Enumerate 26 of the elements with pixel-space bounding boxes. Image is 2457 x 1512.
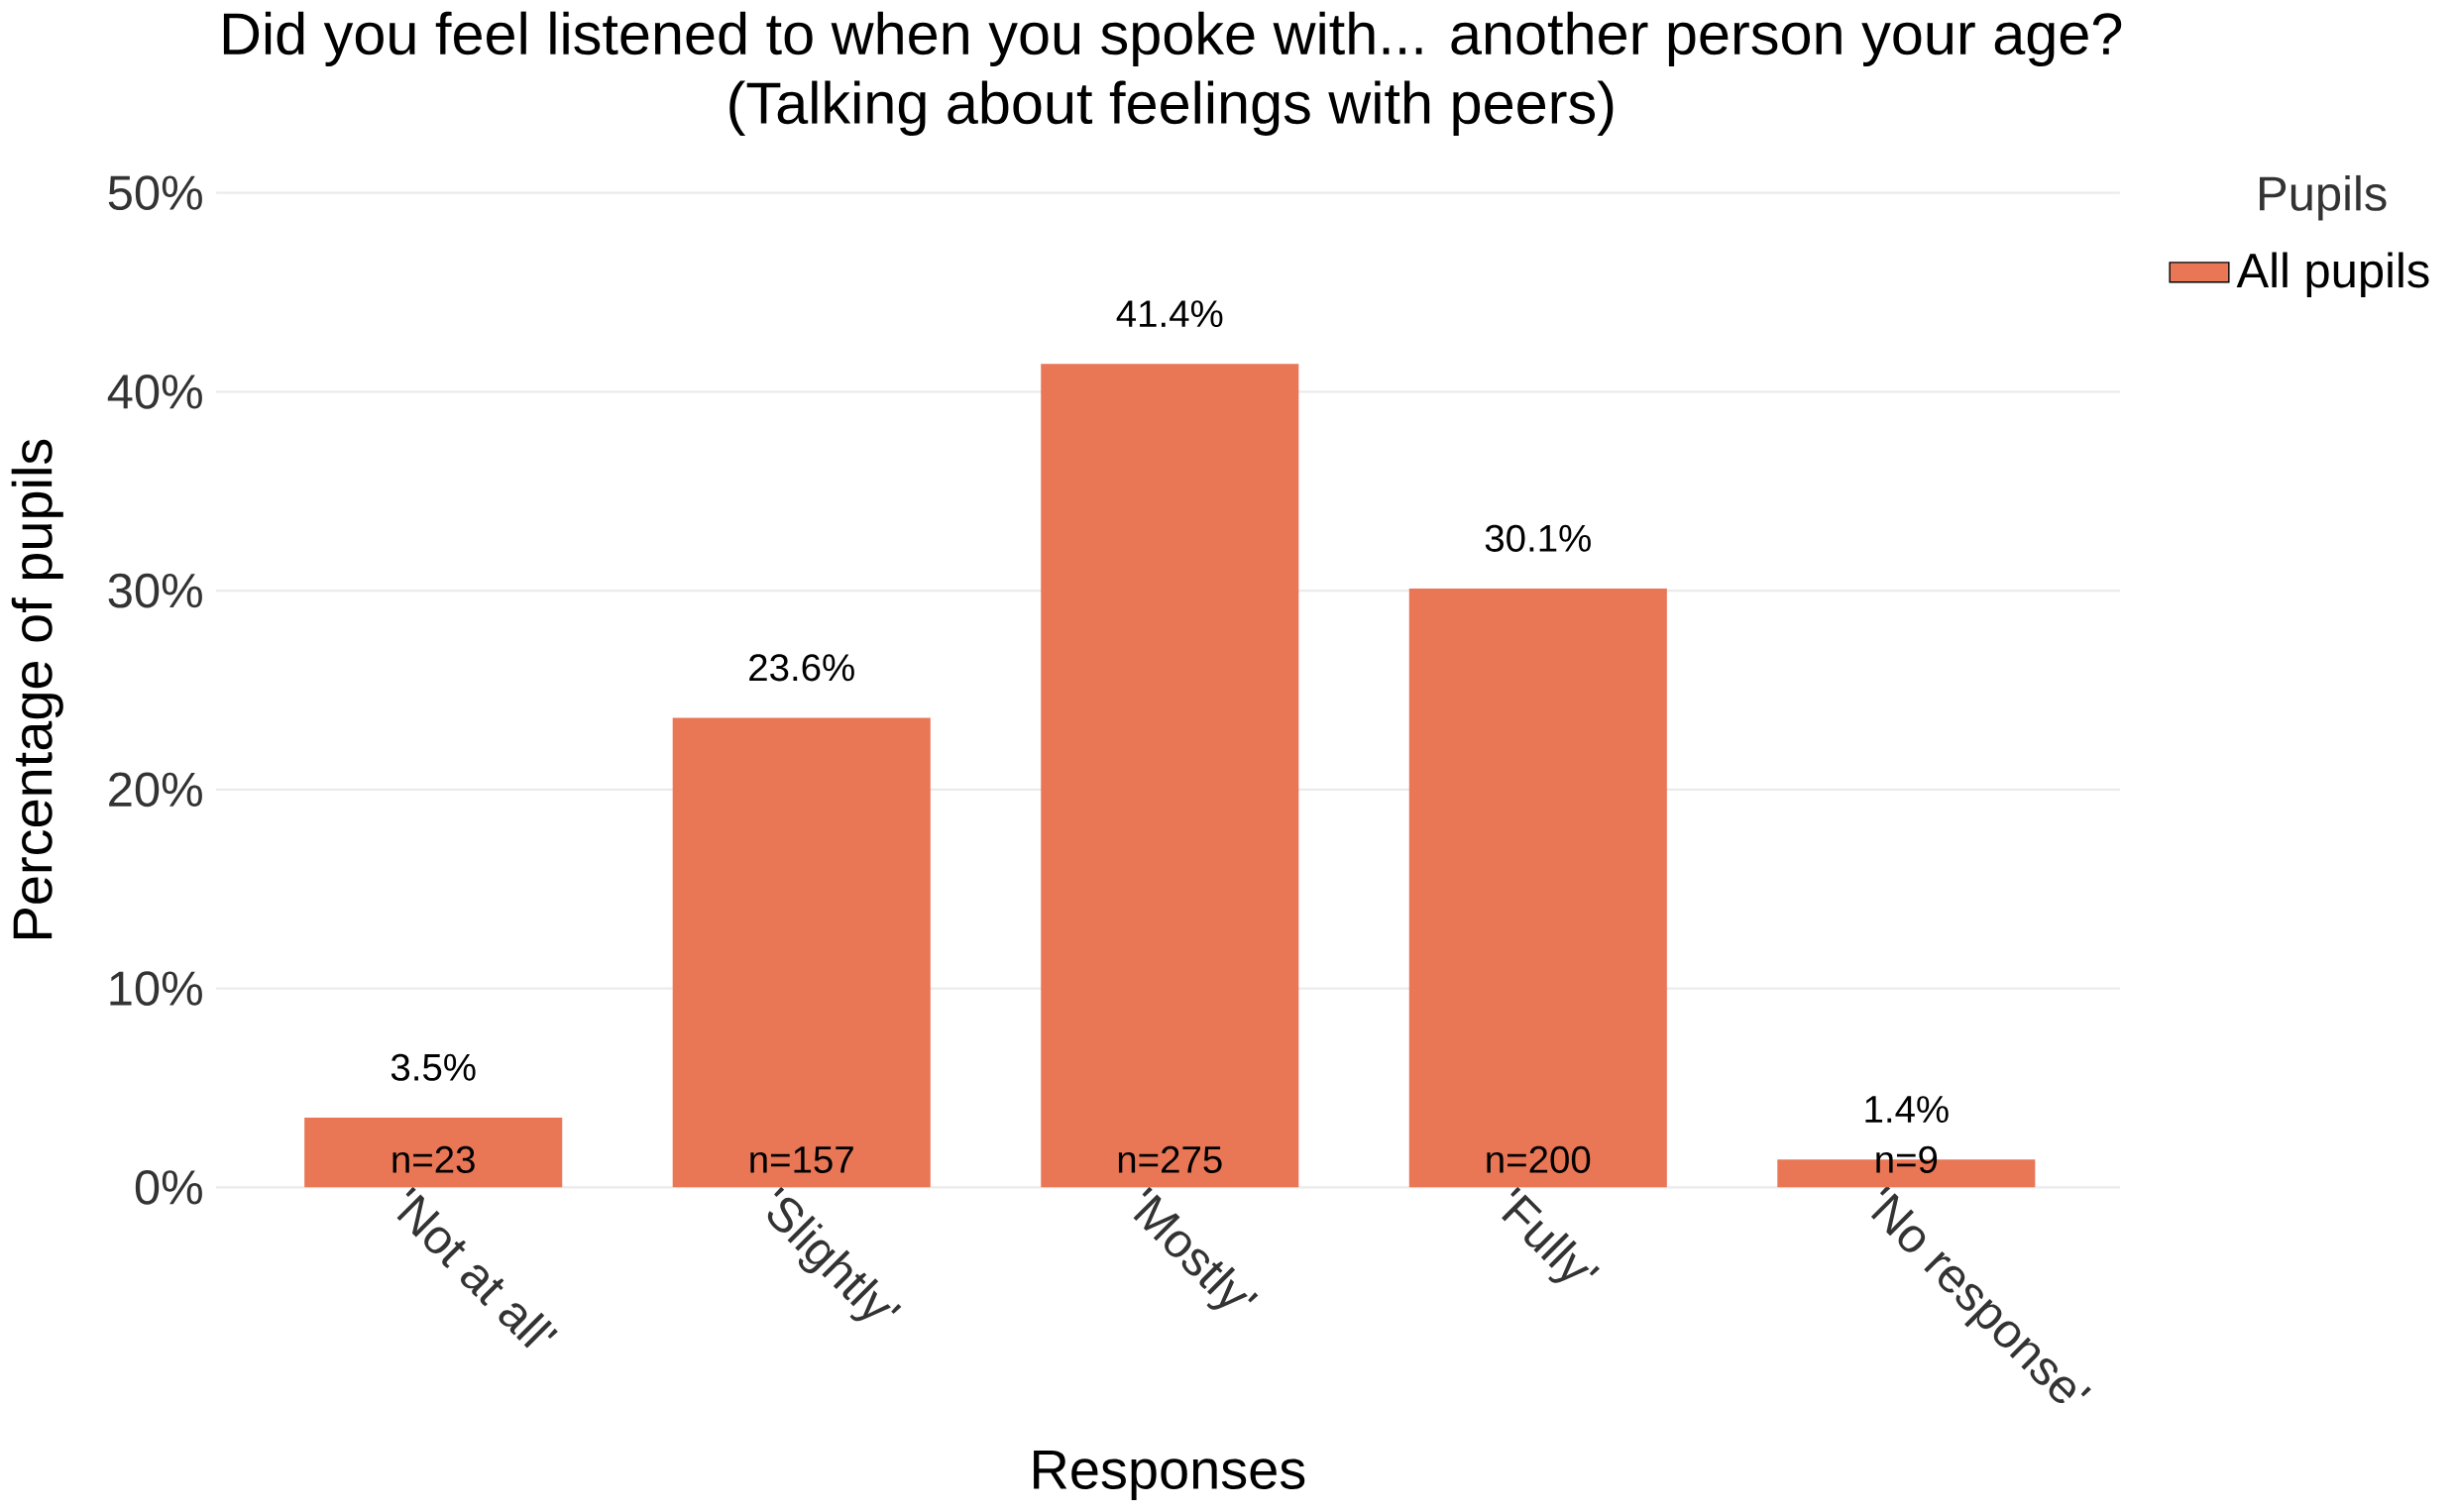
bar bbox=[672, 717, 931, 1188]
chart-title: Did you feel listened to when you spoke with... another person your age? bbox=[223, 11, 2122, 67]
annotation: n=200 bbox=[1487, 1145, 1591, 1174]
y-axis-title: Percentage of pupils bbox=[11, 439, 63, 939]
y-tick-label: 10% bbox=[110, 971, 202, 1007]
data-label: 41.4% bbox=[1116, 300, 1223, 328]
bar bbox=[1041, 364, 1299, 1188]
bar bbox=[304, 1118, 563, 1188]
y-tick-label: 40% bbox=[107, 375, 202, 409]
annotation: n=157 bbox=[750, 1146, 853, 1174]
bar bbox=[1408, 589, 1667, 1188]
x-tick-label: 'Not at all' bbox=[396, 1186, 558, 1349]
x-axis-title: Responses bbox=[1034, 1451, 1305, 1501]
legend-label: All pupils bbox=[2236, 252, 2429, 298]
legend-title: Pupils bbox=[2260, 175, 2387, 221]
annotation: n=275 bbox=[1118, 1145, 1222, 1174]
data-label: 3.5% bbox=[391, 1053, 476, 1081]
y-tick-label: 30% bbox=[108, 573, 202, 608]
y-tick-label: 50% bbox=[108, 175, 202, 211]
chart-subtitle: (Talking about feelings with peers) bbox=[729, 80, 1614, 137]
annotation: n=23 bbox=[392, 1145, 475, 1174]
y-tick-label: 0% bbox=[135, 1170, 202, 1205]
data-label: 30.1% bbox=[1485, 524, 1591, 553]
y-tick-label: 20% bbox=[109, 772, 202, 808]
data-label: 23.6% bbox=[749, 654, 854, 682]
data-label: 1.4% bbox=[1865, 1096, 1949, 1124]
